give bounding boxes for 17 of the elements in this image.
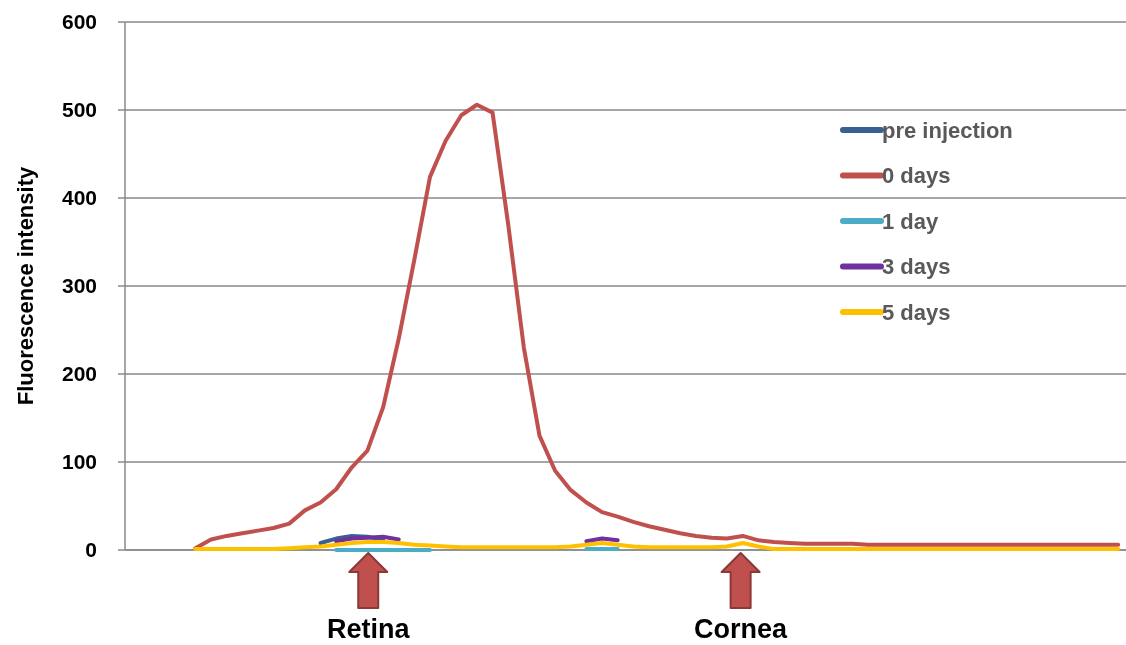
y-tick-label: 600 — [61, 10, 97, 34]
y-tick-label: 0 — [85, 538, 97, 562]
y-axis-title: Fluorescence intensity — [13, 166, 38, 406]
legend-label: 5 days — [882, 299, 951, 325]
legend-label: pre injection — [882, 117, 1013, 143]
y-tick-label: 500 — [61, 98, 97, 122]
legend-label: 1 day — [882, 208, 940, 234]
text: Cornea — [694, 614, 789, 644]
line-series — [193, 102, 1121, 551]
legend-label: 0 days — [882, 163, 951, 189]
text: Retina — [326, 614, 411, 644]
legend-label: 3 days — [882, 254, 951, 280]
y-tick-label: 200 — [61, 362, 97, 386]
y-tick-label: 300 — [61, 274, 97, 298]
line-series — [193, 540, 1121, 552]
y-tick-label: 100 — [61, 450, 97, 474]
y-tick-label: 400 — [61, 186, 97, 210]
